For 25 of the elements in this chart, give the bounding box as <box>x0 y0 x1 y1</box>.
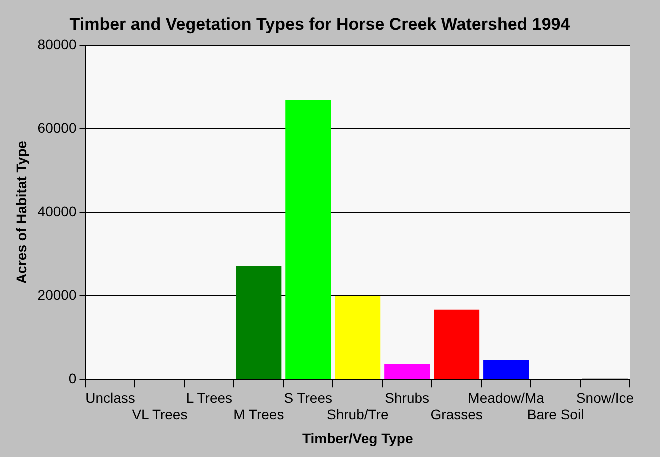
x-tick-label: S Trees <box>284 390 333 406</box>
bar <box>384 364 430 380</box>
y-tick-label: 20000 <box>38 286 77 303</box>
x-tick-label: VL Trees <box>132 406 188 423</box>
chart-title: Timber and Vegetation Types for Horse Creek Watershed 1994 <box>70 14 571 34</box>
x-tick-label: Meadow/Ma <box>468 390 545 406</box>
bar <box>484 360 530 380</box>
x-tick-label: Shrubs <box>385 390 430 406</box>
y-tick-label: 0 <box>68 370 77 386</box>
bar <box>335 296 381 380</box>
bar <box>236 266 282 380</box>
x-axis-title: Timber/Veg Type <box>302 430 414 446</box>
y-tick-label: 80000 <box>38 36 77 52</box>
bar <box>434 310 480 380</box>
x-tick-label: Bare Soil <box>527 406 584 423</box>
y-tick-label: 60000 <box>38 120 77 136</box>
x-tick-label: Shrub/Tre <box>327 406 389 423</box>
x-tick-label: Snow/Ice <box>576 390 634 406</box>
x-tick-label: Unclass <box>86 390 136 406</box>
y-axis-title: Acres of Habitat Type <box>13 140 30 284</box>
y-tick-label: 40000 <box>38 203 77 220</box>
bar <box>286 100 332 380</box>
x-tick-label: M Trees <box>234 406 284 423</box>
x-tick-label: Grasses <box>430 406 483 423</box>
x-tick-label: L Trees <box>186 390 233 406</box>
